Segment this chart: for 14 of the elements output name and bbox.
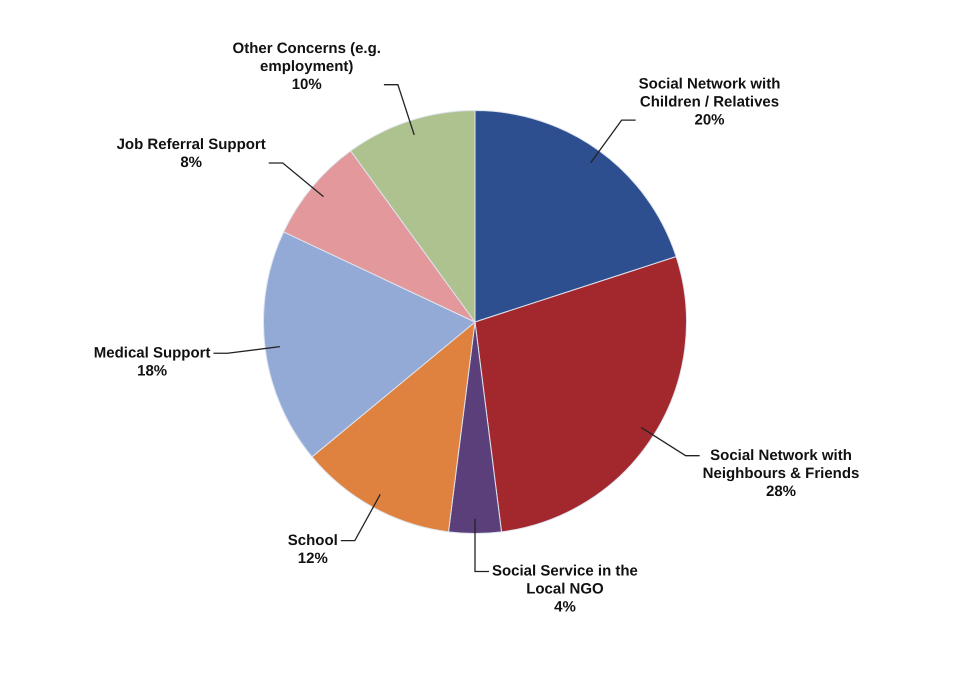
slice-label: Social Network with Neighbours & Friends [702, 446, 860, 482]
data-label: 20% [694, 111, 725, 128]
data-label: 8% [180, 154, 202, 172]
data-label: 12% [298, 550, 328, 567]
slice-label: Social Service in the Local NGO [492, 562, 638, 598]
data-label: 18% [137, 362, 168, 380]
data-label: 4% [554, 598, 576, 616]
slice-label: School [288, 532, 338, 549]
data-label: 10% [292, 76, 322, 93]
data-label: 28% [766, 482, 796, 500]
slice-label: Job Referral Support [116, 136, 266, 154]
slice-label: Social Network with Children / Relatives [638, 75, 780, 110]
slice-label: Other Concerns (e.g. employment) [232, 40, 381, 75]
slice-label: Medical Support [94, 344, 210, 362]
